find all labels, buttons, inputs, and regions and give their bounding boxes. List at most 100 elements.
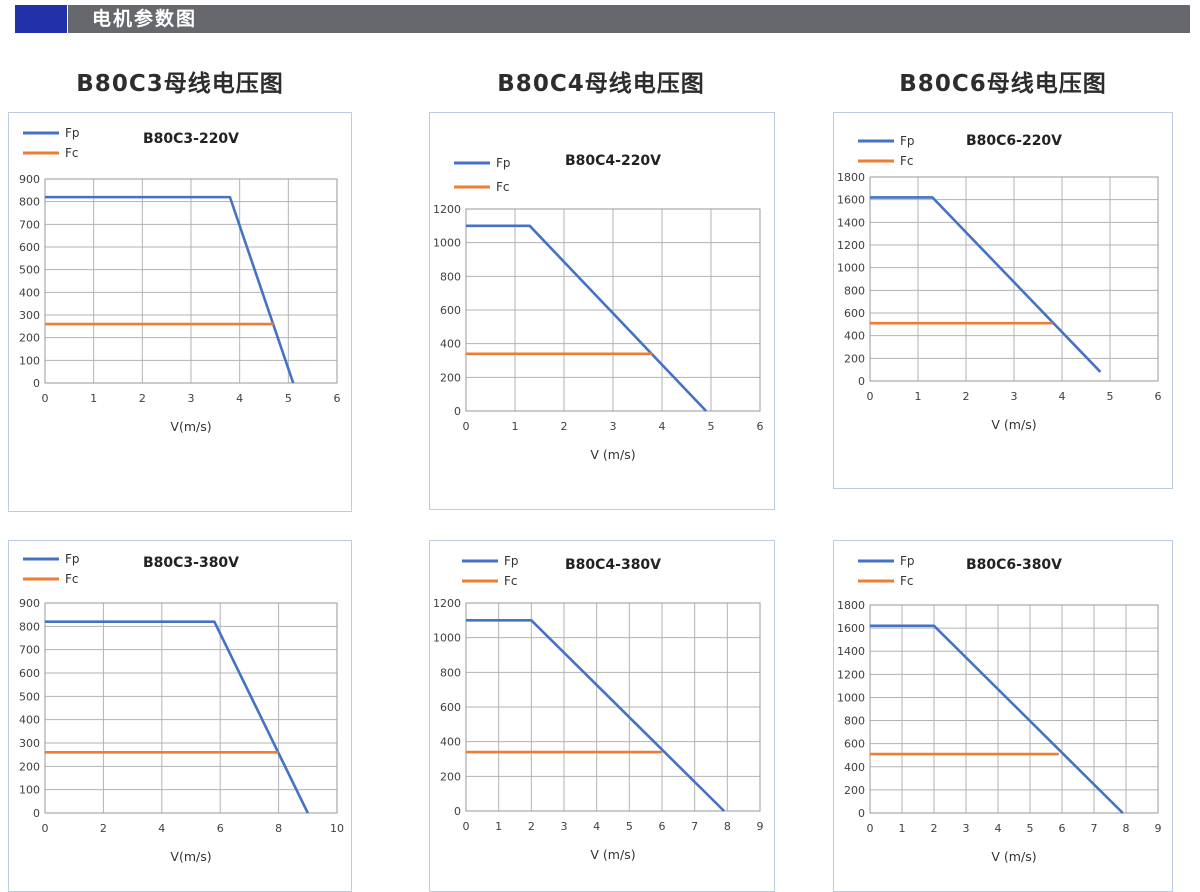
svg-text:1600: 1600	[837, 622, 865, 635]
column-title-b80c6: B80C6母线电压图	[899, 71, 1107, 97]
svg-text:Fc: Fc	[65, 572, 79, 586]
svg-text:0: 0	[858, 807, 865, 820]
svg-text:2: 2	[963, 390, 970, 403]
svg-text:0: 0	[867, 822, 874, 835]
svg-text:V (m/s): V (m/s)	[590, 447, 635, 462]
svg-text:600: 600	[440, 304, 461, 317]
page-title: 电机参数图	[92, 8, 198, 30]
svg-text:700: 700	[19, 218, 40, 231]
svg-text:800: 800	[440, 270, 461, 283]
svg-text:7: 7	[691, 820, 698, 833]
svg-text:2: 2	[561, 420, 568, 433]
svg-text:300: 300	[19, 737, 40, 750]
svg-text:1600: 1600	[837, 194, 865, 207]
chart-b80c4-220v: 0 200 400 600 800 1000 1200 0 1 2 3 4 5 6 V (m/s) B80C4…	[433, 153, 764, 462]
svg-text:200: 200	[440, 770, 461, 783]
svg-text:800: 800	[19, 196, 40, 209]
svg-text:5: 5	[708, 420, 715, 433]
svg-text:500: 500	[19, 264, 40, 277]
svg-text:200: 200	[19, 332, 40, 345]
svg-text:8: 8	[724, 820, 731, 833]
svg-text:800: 800	[844, 284, 865, 297]
svg-text:600: 600	[844, 307, 865, 320]
column-title-b80c4: B80C4母线电压图	[497, 71, 705, 97]
svg-text:V(m/s): V(m/s)	[170, 849, 211, 864]
svg-text:2: 2	[139, 392, 146, 405]
svg-text:400: 400	[19, 714, 40, 727]
column-title-b80c3: B80C3母线电压图	[76, 71, 284, 97]
svg-text:4: 4	[1059, 390, 1066, 403]
svg-text:0: 0	[454, 805, 461, 818]
svg-text:8: 8	[275, 822, 282, 835]
svg-text:1200: 1200	[837, 668, 865, 681]
svg-text:200: 200	[844, 784, 865, 797]
svg-text:Fc: Fc	[65, 146, 79, 160]
svg-text:8: 8	[1123, 822, 1130, 835]
svg-text:3: 3	[1011, 390, 1018, 403]
svg-text:4: 4	[236, 392, 243, 405]
svg-text:4: 4	[995, 822, 1002, 835]
svg-text:6: 6	[217, 822, 224, 835]
svg-text:200: 200	[844, 352, 865, 365]
svg-text:3: 3	[963, 822, 970, 835]
svg-text:B80C3-380V: B80C3-380V	[143, 555, 239, 571]
svg-text:Fp: Fp	[65, 552, 80, 566]
svg-text:1: 1	[512, 420, 519, 433]
svg-text:1: 1	[90, 392, 97, 405]
svg-text:800: 800	[19, 620, 40, 633]
svg-text:400: 400	[19, 286, 40, 299]
svg-text:9: 9	[757, 820, 764, 833]
svg-text:1: 1	[915, 390, 922, 403]
svg-text:10: 10	[330, 822, 344, 835]
chart-panel-b80c3-220v: 0 100 200 300 400 500 600 700 800 900 0 1 2 3 4 5 6 V(m/s…	[8, 112, 352, 512]
svg-text:0: 0	[463, 820, 470, 833]
svg-text:1000: 1000	[433, 632, 461, 645]
svg-text:V (m/s): V (m/s)	[991, 417, 1036, 432]
chart-b80c4-380v: 0 200 400 600 800 1000 1200 0 1 2 3 4 5 6 7 8 9 V (m/s) B8…	[433, 554, 764, 862]
svg-text:Fp: Fp	[504, 554, 519, 568]
svg-text:600: 600	[19, 241, 40, 254]
chart-panel-b80c4-380v: 0 200 400 600 800 1000 1200 0 1 2 3 4 5 6 7 8 9 V (m/s) B8…	[429, 540, 775, 892]
svg-text:1200: 1200	[433, 203, 461, 216]
svg-text:0: 0	[42, 822, 49, 835]
chart-panel-b80c6-220v: 0 200 400 600 800 1000 1200 1400 1600 1800 0 1 2 3 4 5 6…	[833, 112, 1173, 489]
svg-text:600: 600	[19, 667, 40, 680]
svg-text:B80C6-380V: B80C6-380V	[966, 557, 1062, 573]
svg-text:800: 800	[844, 715, 865, 728]
svg-text:1000: 1000	[433, 237, 461, 250]
svg-text:4: 4	[659, 420, 666, 433]
svg-text:1: 1	[495, 820, 502, 833]
svg-text:5: 5	[1107, 390, 1114, 403]
svg-text:4: 4	[593, 820, 600, 833]
svg-text:2: 2	[100, 822, 107, 835]
svg-text:V (m/s): V (m/s)	[590, 847, 635, 862]
svg-text:Fp: Fp	[900, 134, 915, 148]
svg-text:1200: 1200	[837, 239, 865, 252]
svg-text:400: 400	[440, 338, 461, 351]
svg-text:B80C4-220V: B80C4-220V	[565, 153, 661, 169]
svg-text:6: 6	[757, 420, 764, 433]
svg-text:1: 1	[899, 822, 906, 835]
svg-text:Fc: Fc	[900, 154, 914, 168]
svg-text:6: 6	[1155, 390, 1162, 403]
svg-text:100: 100	[19, 784, 40, 797]
svg-text:Fc: Fc	[504, 574, 518, 588]
svg-text:0: 0	[33, 807, 40, 820]
header-bar: 电机参数图	[68, 5, 1190, 33]
svg-text:200: 200	[440, 371, 461, 384]
svg-text:700: 700	[19, 644, 40, 657]
chart-b80c6-220v: 0 200 400 600 800 1000 1200 1400 1600 1800 0 1 2 3 4 5 6…	[837, 133, 1162, 432]
svg-text:5: 5	[1027, 822, 1034, 835]
svg-text:0: 0	[463, 420, 470, 433]
svg-text:0: 0	[42, 392, 49, 405]
svg-text:7: 7	[1091, 822, 1098, 835]
svg-text:Fp: Fp	[496, 156, 511, 170]
svg-text:Fp: Fp	[900, 554, 915, 568]
chart-b80c6-380v: 0 200 400 600 800 1000 1200 1400 1600 1800 0 1 2 3 4 5 6…	[837, 554, 1162, 864]
chart-panel-b80c4-220v: 0 200 400 600 800 1000 1200 0 1 2 3 4 5 6 V (m/s) B80C4…	[429, 112, 775, 510]
svg-text:3: 3	[610, 420, 617, 433]
svg-text:1800: 1800	[837, 599, 865, 612]
svg-text:0: 0	[858, 375, 865, 388]
svg-text:400: 400	[844, 330, 865, 343]
chart-b80c3-220v: 0 100 200 300 400 500 600 700 800 900 0 1 2 3 4 5 6 V(m/s…	[19, 126, 341, 434]
